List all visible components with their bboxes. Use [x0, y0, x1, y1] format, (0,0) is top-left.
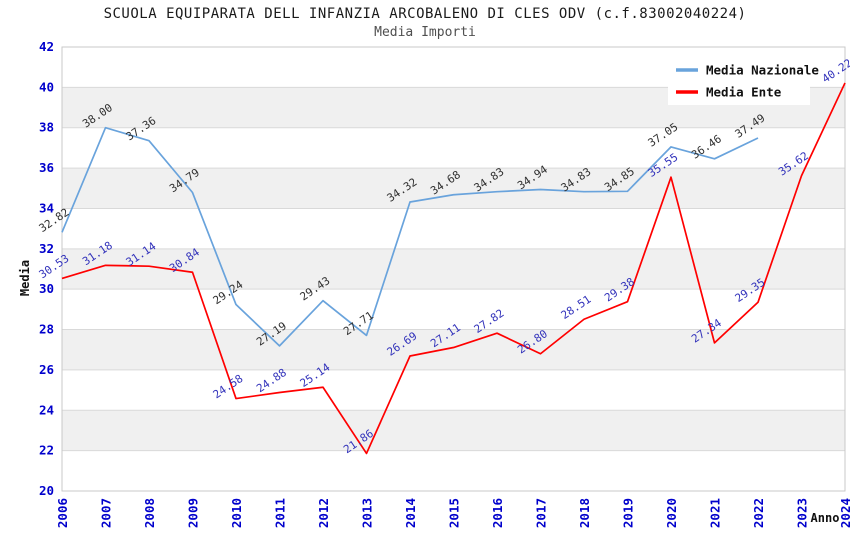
y-tick-label: 36	[39, 160, 54, 175]
y-tick-label: 20	[39, 483, 54, 498]
plot-border	[61, 46, 846, 492]
x-tick-label: 2012	[316, 498, 331, 528]
x-tick-label: 2008	[142, 498, 157, 528]
y-tick-label: 22	[39, 443, 54, 458]
x-tick-label: 2021	[708, 498, 723, 528]
legend-box	[668, 57, 810, 105]
x-axis-title: Anno	[811, 511, 840, 525]
series-line-media-nazionale	[61, 126, 759, 347]
y-tick-label: 28	[39, 322, 54, 337]
chart-subtitle: Media Importi	[374, 25, 476, 40]
plot-band	[62, 450, 845, 491]
plot-band	[62, 168, 845, 209]
x-tick-label: 2024	[838, 498, 850, 528]
x-tick-label: 2020	[664, 498, 679, 528]
plot-band	[62, 289, 845, 330]
x-tick-label: 2016	[490, 498, 505, 528]
y-tick-label: 24	[39, 402, 54, 417]
y-tick-label: 30	[39, 281, 54, 296]
x-tick-label: 2017	[534, 498, 549, 528]
plot-band	[62, 329, 845, 370]
x-tick-label: 2015	[447, 498, 462, 528]
y-tick-label: 26	[39, 362, 54, 377]
plot-band	[62, 208, 845, 249]
y-tick-label: 42	[39, 39, 54, 54]
x-tick-label: 2023	[795, 498, 810, 528]
chart-title: SCUOLA EQUIPARATA DELL INFANZIA ARCOBALE…	[103, 6, 747, 22]
x-tick-label: 2013	[360, 498, 375, 528]
x-tick-label: 2019	[621, 498, 636, 528]
legend-label-media-ente: Media Ente	[706, 85, 782, 100]
x-tick-label: 2006	[55, 498, 70, 528]
x-tick-label: 2011	[273, 498, 288, 528]
plot-band	[62, 410, 845, 451]
y-axis-title: Media	[18, 260, 32, 296]
series-line-media-ente	[61, 82, 846, 455]
plot-band	[62, 127, 845, 169]
y-tick-label: 32	[39, 241, 54, 256]
y-tick-label: 38	[39, 120, 54, 135]
x-tick-label: 2007	[99, 498, 114, 528]
plot-band	[62, 369, 845, 411]
plot-band	[62, 248, 845, 290]
x-tick-label: 2009	[186, 498, 201, 528]
x-tick-label: 2022	[751, 498, 766, 528]
legend-label-media-nazionale: Media Nazionale	[706, 63, 819, 78]
x-tick-label: 2014	[403, 498, 418, 528]
y-tick-label: 40	[39, 79, 54, 94]
x-tick-label: 2010	[229, 498, 244, 528]
y-tick-label: 34	[39, 200, 54, 215]
x-tick-label: 2018	[577, 498, 592, 528]
